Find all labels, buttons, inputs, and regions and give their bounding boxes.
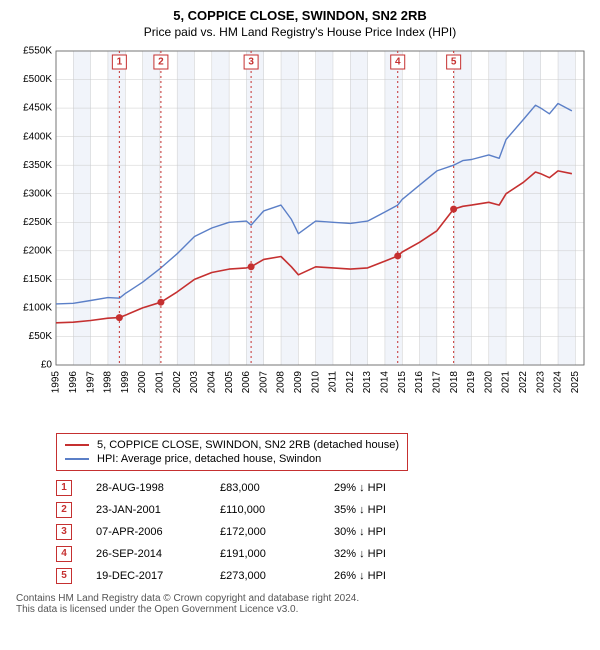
legend-item: 5, COPPICE CLOSE, SWINDON, SN2 2RB (deta… [65,438,399,452]
svg-text:1995: 1995 [51,371,62,394]
transaction-price: £83,000 [220,482,310,494]
transaction-delta: 29% ↓ HPI [334,482,424,494]
svg-text:1996: 1996 [68,371,79,394]
svg-text:2013: 2013 [362,371,373,394]
legend-item: HPI: Average price, detached house, Swin… [65,452,399,466]
chart-area: 1995 1996 1997 1998 1999 2000 2001 2002 2003 2004… [8,45,592,425]
svg-text:2010: 2010 [310,371,321,394]
transaction-marker: 3 [56,524,72,540]
svg-text:2005: 2005 [224,371,235,394]
svg-text:£500K: £500K [23,74,52,85]
legend-label: 5, COPPICE CLOSE, SWINDON, SN2 2RB (deta… [97,439,399,451]
svg-text:2020: 2020 [483,371,494,394]
attribution: Contains HM Land Registry data © Crown c… [16,593,592,615]
svg-text:2018: 2018 [449,371,460,394]
svg-text:2001: 2001 [155,371,166,394]
svg-text:£150K: £150K [23,274,52,285]
svg-text:£50K: £50K [29,331,53,342]
transaction-date: 23-JAN-2001 [96,504,196,516]
svg-text:£450K: £450K [23,103,52,114]
legend: 5, COPPICE CLOSE, SWINDON, SN2 2RB (deta… [56,433,408,471]
svg-text:£550K: £550K [23,46,52,57]
svg-text:2009: 2009 [293,371,304,394]
svg-text:2021: 2021 [501,371,512,394]
transaction-price: £172,000 [220,526,310,538]
svg-text:2002: 2002 [172,371,183,394]
transaction-marker: 4 [56,546,72,562]
table-row: 1 28-AUG-1998 £83,000 29% ↓ HPI [56,477,592,499]
svg-text:2024: 2024 [553,371,564,394]
svg-text:2015: 2015 [397,371,408,394]
transaction-date: 28-AUG-1998 [96,482,196,494]
transaction-date: 19-DEC-2017 [96,570,196,582]
svg-text:2022: 2022 [518,371,529,394]
chart-subtitle: Price paid vs. HM Land Registry's House … [8,25,592,39]
svg-text:4: 4 [395,57,401,68]
transaction-delta: 35% ↓ HPI [334,504,424,516]
transaction-date: 26-SEP-2014 [96,548,196,560]
svg-text:2014: 2014 [380,371,391,394]
svg-text:2012: 2012 [345,371,356,394]
transaction-marker: 1 [56,480,72,496]
svg-text:2019: 2019 [466,371,477,394]
attribution-line: Contains HM Land Registry data © Crown c… [16,593,592,604]
svg-text:1: 1 [117,57,123,68]
transaction-marker: 5 [56,568,72,584]
svg-text:2006: 2006 [241,371,252,394]
svg-text:2017: 2017 [431,371,442,394]
svg-text:2011: 2011 [328,371,339,393]
svg-text:2016: 2016 [414,371,425,394]
svg-text:2003: 2003 [189,371,200,394]
transaction-marker: 2 [56,502,72,518]
svg-text:£100K: £100K [23,303,52,314]
table-row: 2 23-JAN-2001 £110,000 35% ↓ HPI [56,499,592,521]
svg-text:5: 5 [451,57,457,68]
svg-text:2008: 2008 [276,371,287,394]
svg-text:£300K: £300K [23,188,52,199]
svg-text:2007: 2007 [258,371,269,394]
transaction-price: £191,000 [220,548,310,560]
svg-text:£0: £0 [41,360,53,371]
table-row: 5 19-DEC-2017 £273,000 26% ↓ HPI [56,565,592,587]
table-row: 3 07-APR-2006 £172,000 30% ↓ HPI [56,521,592,543]
svg-text:1998: 1998 [103,371,114,394]
svg-text:£200K: £200K [23,245,52,256]
transaction-delta: 30% ↓ HPI [334,526,424,538]
svg-text:3: 3 [248,57,254,68]
price-chart: 1995 1996 1997 1998 1999 2000 2001 2002 2003 2004… [8,45,592,425]
transaction-date: 07-APR-2006 [96,526,196,538]
attribution-line: This data is licensed under the Open Gov… [16,604,592,615]
svg-text:2004: 2004 [206,371,217,394]
transactions-table: 1 28-AUG-1998 £83,000 29% ↓ HPI 2 23-JAN-2001… [56,477,592,587]
svg-text:1999: 1999 [120,371,131,394]
svg-text:1997: 1997 [85,371,96,394]
legend-swatch [65,458,89,460]
legend-swatch [65,444,89,446]
svg-text:2023: 2023 [535,371,546,394]
svg-text:2025: 2025 [570,371,581,394]
transaction-price: £273,000 [220,570,310,582]
transaction-price: £110,000 [220,504,310,516]
transaction-delta: 26% ↓ HPI [334,570,424,582]
svg-text:2000: 2000 [137,371,148,394]
table-row: 4 26-SEP-2014 £191,000 32% ↓ HPI [56,543,592,565]
transaction-delta: 32% ↓ HPI [334,548,424,560]
chart-title: 5, COPPICE CLOSE, SWINDON, SN2 2RB [8,8,592,23]
svg-text:£350K: £350K [23,160,52,171]
svg-text:2: 2 [158,57,164,68]
svg-text:£250K: £250K [23,217,52,228]
svg-text:£400K: £400K [23,131,52,142]
legend-label: HPI: Average price, detached house, Swin… [97,453,321,465]
